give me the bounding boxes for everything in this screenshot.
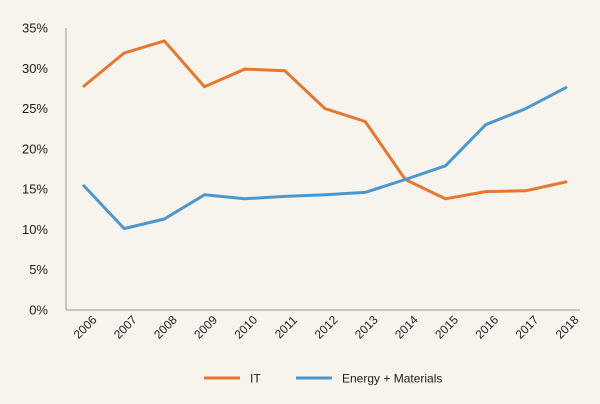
x-tick-label: 2018 <box>553 313 582 342</box>
x-tick-label: 2013 <box>352 313 381 342</box>
x-tick-label: 2006 <box>71 313 100 342</box>
series-line-it <box>82 39 568 201</box>
x-tick-label: 2008 <box>151 313 180 342</box>
y-tick-label: 35% <box>22 21 48 36</box>
y-tick-label: 0% <box>29 303 48 318</box>
x-tick-label: 2010 <box>231 313 260 342</box>
y-tick-label: 20% <box>22 141 48 156</box>
x-tick-label: 2007 <box>111 313 140 342</box>
y-tick-label: 15% <box>22 182 48 197</box>
y-axis-ticks: 0% 5% 10% 15% 20% 25% 30% 35% <box>22 21 48 318</box>
series-group <box>82 39 568 231</box>
legend-label: Energy + Materials <box>342 372 442 386</box>
y-tick-label: 5% <box>29 262 48 277</box>
legend: IT Energy + Materials <box>204 372 442 386</box>
x-tick-label: 2011 <box>272 313 300 341</box>
x-tick-label: 2014 <box>392 313 421 342</box>
x-tick-label: 2009 <box>191 313 220 342</box>
legend-label: IT <box>250 372 261 386</box>
x-axis-ticks: 2006 2007 2008 2009 2010 2011 2012 2013 2014 2015… <box>71 313 582 342</box>
x-tick-label: 2017 <box>513 313 542 342</box>
y-tick-label: 10% <box>22 222 48 237</box>
y-tick-label: 25% <box>22 101 48 116</box>
x-tick-label: 2012 <box>312 313 341 342</box>
series-line-energy-materials <box>82 86 568 231</box>
x-tick-label: 2015 <box>432 313 461 342</box>
x-tick-label: 2016 <box>472 313 501 342</box>
y-tick-label: 30% <box>22 61 48 76</box>
